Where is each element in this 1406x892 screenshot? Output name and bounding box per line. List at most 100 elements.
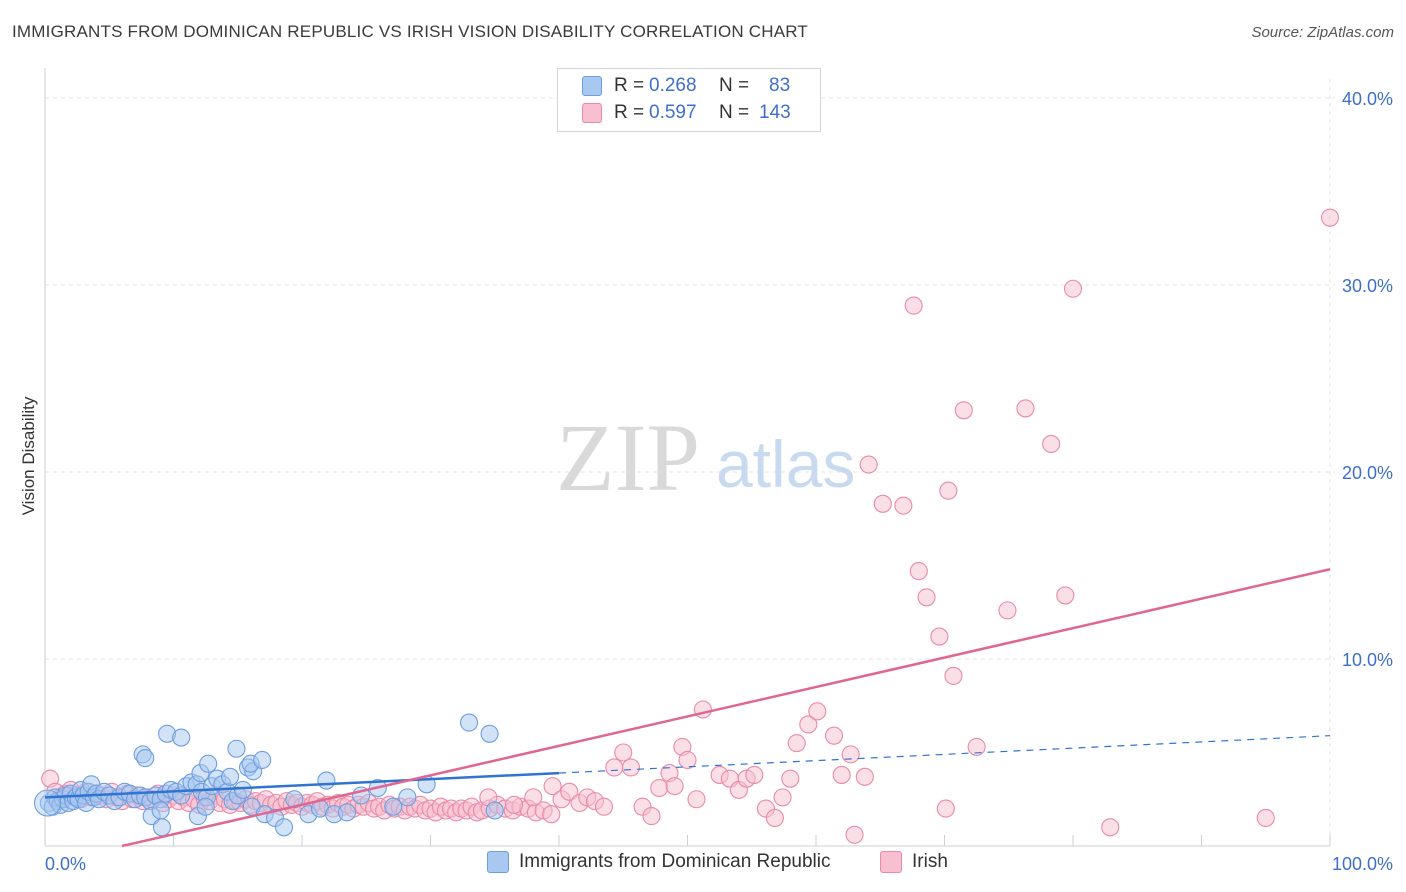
bottom-legend-swatch-dominican (487, 851, 509, 873)
data-point (1256, 808, 1275, 828)
axes (44, 68, 1331, 847)
data-point (904, 296, 923, 315)
data-point (859, 455, 878, 474)
data-point (317, 771, 336, 790)
data-point (678, 750, 697, 770)
trend-line-dominican-extension (558, 735, 1331, 774)
data-point (1016, 399, 1035, 418)
data-point (199, 754, 218, 773)
bottom-legend-swatch-irish (880, 851, 902, 873)
data-point (485, 801, 504, 820)
data-point (605, 758, 624, 777)
legend-swatch-dominican (582, 76, 602, 96)
data-point (665, 777, 684, 796)
data-point (909, 562, 928, 581)
data-point (939, 481, 958, 500)
y-axis-label: Vision Disability (19, 396, 38, 515)
data-point (855, 767, 874, 786)
bottom-legend-irish: Irish (880, 851, 948, 873)
y-tick-label: 30.0% (1342, 276, 1393, 296)
legend-r-value: 0.597 (649, 102, 697, 123)
data-point (944, 666, 963, 685)
data-point (614, 743, 633, 762)
grid (45, 79, 1335, 846)
data-point (337, 803, 357, 822)
tick-labels: 10.0% 20.0% 30.0% 40.0% 0.0% 100.0% (45, 89, 1393, 874)
legend-r-value: 0.268 (649, 75, 697, 96)
legend-n-label: N = (719, 75, 750, 96)
data-point (542, 805, 561, 824)
data-point (799, 715, 818, 734)
data-point (151, 801, 170, 820)
data-points (34, 208, 1340, 844)
watermark-zip: ZIP (556, 404, 700, 511)
data-point (196, 797, 215, 816)
data-point (480, 724, 499, 743)
data-point (621, 758, 641, 777)
legend-n-value: 143 (759, 102, 791, 123)
trend-line-dominican (44, 771, 560, 799)
data-point (841, 745, 860, 764)
data-point (824, 726, 844, 745)
legend-row-irish: R = 0.597 N = 143 (582, 100, 791, 126)
watermark-atlas: atlas (716, 427, 855, 501)
trend-lines (44, 568, 1331, 848)
data-point (253, 750, 272, 770)
legend-n-value: 83 (769, 75, 791, 96)
data-point (220, 767, 240, 786)
x-tick-label: 0.0% (45, 854, 86, 874)
legend-n-label: N = (719, 102, 750, 123)
data-point (873, 494, 892, 513)
data-point (650, 778, 669, 798)
data-point (524, 788, 543, 807)
y-tick-label: 20.0% (1342, 463, 1393, 483)
data-point (998, 601, 1017, 620)
trend-line-irish (121, 568, 1331, 848)
y-tick-label: 10.0% (1342, 650, 1393, 670)
data-point (845, 825, 864, 844)
data-point (1320, 208, 1340, 227)
data-point (781, 769, 800, 788)
data-point (152, 818, 171, 837)
data-point (227, 739, 246, 758)
bottom-legend-dominican: Immigrants from Dominican Republic (487, 851, 831, 873)
data-point (172, 728, 191, 747)
data-point (34, 789, 62, 817)
data-point (543, 777, 562, 796)
data-point (504, 795, 524, 814)
chart-title: IMMIGRANTS FROM DOMINICAN REPUBLIC VS IR… (12, 22, 809, 41)
data-point (384, 797, 403, 816)
data-point (765, 808, 784, 828)
bottom-legend-label-irish: Irish (912, 851, 948, 872)
legend-r-label: R = (614, 75, 645, 96)
bottom-legend-label-dominican: Immigrants from Dominican Republic (519, 851, 831, 872)
legend-swatch-irish (582, 103, 602, 123)
data-point (917, 588, 936, 607)
data-point (1042, 434, 1061, 454)
data-point (787, 734, 806, 753)
data-point (136, 749, 155, 768)
data-point (642, 807, 661, 826)
data-point (398, 788, 417, 807)
data-point (1056, 586, 1075, 605)
data-point (967, 737, 986, 756)
data-point (936, 799, 955, 818)
y-tick-label: 40.0% (1342, 89, 1393, 109)
legend-row-dominican: R = 0.268 N = 83 (582, 73, 790, 99)
data-point (687, 790, 706, 809)
data-point (233, 780, 252, 799)
legend-r-label: R = (614, 102, 645, 123)
data-point (560, 782, 579, 801)
data-point (930, 627, 949, 646)
data-point (1063, 279, 1083, 298)
data-point (459, 713, 479, 732)
chart-source: Source: ZipAtlas.com (1251, 24, 1394, 41)
x-tick-label: 100.0% (1332, 854, 1393, 874)
data-point (745, 765, 764, 784)
data-point (594, 797, 614, 816)
data-point (832, 765, 851, 784)
watermark: ZIP atlas (556, 404, 855, 511)
data-point (954, 401, 973, 420)
data-point (773, 788, 792, 807)
